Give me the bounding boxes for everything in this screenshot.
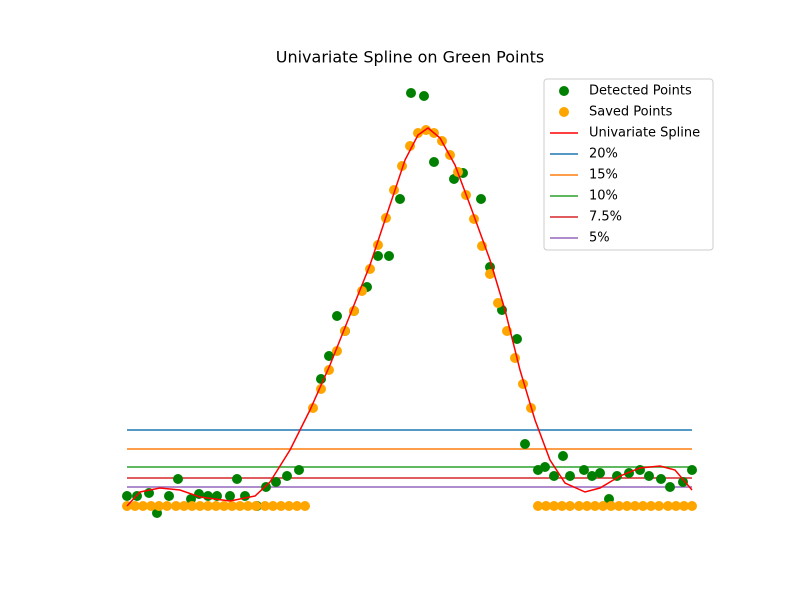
point xyxy=(565,501,575,511)
legend-label: 10% xyxy=(589,189,618,204)
point xyxy=(300,501,310,511)
point xyxy=(663,501,673,511)
point xyxy=(225,491,235,501)
point xyxy=(243,501,253,511)
point xyxy=(671,501,681,511)
point xyxy=(549,501,559,511)
point xyxy=(493,298,503,308)
legend-box xyxy=(543,78,714,251)
point xyxy=(292,501,302,511)
point xyxy=(606,501,616,511)
point xyxy=(282,471,292,481)
legend-label: Univariate Spline xyxy=(589,126,700,141)
point xyxy=(429,157,439,167)
point xyxy=(406,88,416,98)
point xyxy=(276,501,286,511)
point xyxy=(251,501,261,511)
point xyxy=(260,501,270,511)
legend-marker xyxy=(559,107,569,117)
point xyxy=(211,501,221,511)
point xyxy=(413,128,423,138)
point xyxy=(261,482,271,492)
point xyxy=(162,501,172,511)
point xyxy=(138,501,148,511)
chart-title: Univariate Spline on Green Points xyxy=(276,48,545,67)
point xyxy=(171,501,181,511)
point xyxy=(587,471,597,481)
point xyxy=(349,306,359,316)
point xyxy=(646,501,656,511)
point xyxy=(574,501,584,511)
point xyxy=(644,471,654,481)
point xyxy=(384,251,394,261)
point xyxy=(579,465,589,475)
point xyxy=(665,482,675,492)
legend-label: 15% xyxy=(589,168,618,183)
point xyxy=(268,501,278,511)
point xyxy=(373,251,383,261)
point xyxy=(130,501,140,511)
legend: Detected Points Saved Points Univariate Sp… xyxy=(543,78,714,251)
point xyxy=(549,471,559,481)
legend-label: 5% xyxy=(589,231,610,246)
point xyxy=(419,91,429,101)
point xyxy=(179,501,189,511)
point xyxy=(284,501,294,511)
point xyxy=(485,269,495,279)
point xyxy=(173,474,183,484)
point xyxy=(235,501,245,511)
point xyxy=(558,451,568,461)
point xyxy=(595,468,605,478)
legend-label: 20% xyxy=(589,147,618,162)
point xyxy=(582,501,592,511)
point xyxy=(687,501,697,511)
point xyxy=(324,351,334,361)
point xyxy=(164,491,174,501)
point xyxy=(654,501,664,511)
point xyxy=(512,334,522,344)
point xyxy=(687,465,697,475)
point xyxy=(540,462,550,472)
point xyxy=(240,491,250,501)
point xyxy=(476,194,486,204)
point xyxy=(395,194,405,204)
point xyxy=(614,501,624,511)
point xyxy=(232,474,242,484)
point xyxy=(598,501,608,511)
point xyxy=(565,471,575,481)
point xyxy=(219,501,229,511)
point xyxy=(638,501,648,511)
point xyxy=(590,501,600,511)
legend-label: Detected Points xyxy=(589,84,692,99)
point xyxy=(227,501,237,511)
legend-label: Saved Points xyxy=(589,105,673,120)
point xyxy=(557,501,567,511)
point xyxy=(622,501,632,511)
point xyxy=(533,501,543,511)
point xyxy=(154,501,164,511)
legend-label: 7.5% xyxy=(589,210,622,225)
point xyxy=(520,439,530,449)
point xyxy=(271,477,281,487)
point xyxy=(203,491,213,501)
point xyxy=(332,311,342,321)
point xyxy=(146,501,156,511)
legend-marker xyxy=(559,86,569,96)
point xyxy=(630,501,640,511)
point xyxy=(357,286,367,296)
point xyxy=(187,501,197,511)
point xyxy=(656,474,666,484)
point xyxy=(405,141,415,151)
point xyxy=(678,477,688,487)
point xyxy=(195,501,205,511)
point xyxy=(316,374,326,384)
point xyxy=(122,491,132,501)
point xyxy=(541,501,551,511)
point xyxy=(203,501,213,511)
spline-line xyxy=(126,127,693,507)
point xyxy=(679,501,689,511)
point xyxy=(294,465,304,475)
